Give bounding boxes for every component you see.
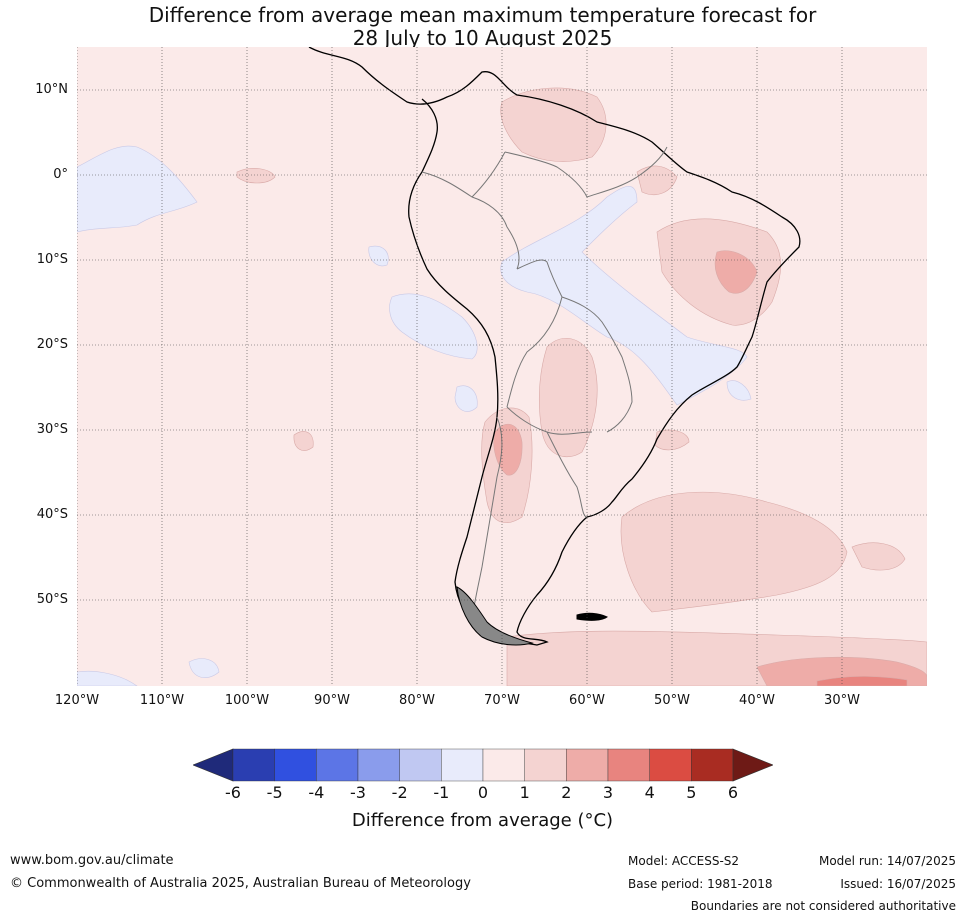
cool-anomaly-southwest-corner xyxy=(77,670,138,686)
longitude-label: 100°W xyxy=(224,693,270,708)
longitude-label: 120°W xyxy=(54,693,100,708)
colorbar-tick-label: 3 xyxy=(602,783,614,802)
warm-anomaly-paraguay xyxy=(538,338,598,458)
colorbar-tick-label: 4 xyxy=(644,783,655,802)
latitude-label: 50°S xyxy=(36,592,68,607)
map-title: Difference from average mean maximum tem… xyxy=(0,4,965,50)
longitude-label: 40°W xyxy=(739,693,775,708)
cool-anomaly-small-1 xyxy=(454,385,478,412)
colorbar-min-extension xyxy=(193,748,234,782)
colorbar-tick-label: -3 xyxy=(350,783,366,802)
cool-anomaly-small-3 xyxy=(188,658,220,679)
title-line-2: 28 July to 10 August 2025 xyxy=(352,26,613,50)
colorbar-label: Difference from average (°C) xyxy=(351,810,614,831)
warm-anomaly-andes-core xyxy=(493,423,523,476)
cool-anomaly-small-4 xyxy=(726,380,752,401)
colorbar-cell xyxy=(482,748,525,782)
longitude-label: 70°W xyxy=(484,693,520,708)
latitude-label: 20°S xyxy=(36,337,68,352)
colorbar-cell xyxy=(524,748,567,782)
longitude-label: 50°W xyxy=(654,693,690,708)
colorbar-tick-label: 2 xyxy=(561,783,572,802)
model-text: Model: ACCESS-S2 xyxy=(628,854,740,868)
colorbar-cell xyxy=(232,748,275,782)
issued-text: Issued: 16/07/2025 xyxy=(840,877,956,891)
colorbar-cell xyxy=(399,748,442,782)
title-line-1: Difference from average mean maximum tem… xyxy=(148,3,817,27)
graticule xyxy=(77,47,927,686)
warm-anomaly-south-atlantic xyxy=(620,491,848,613)
latitude-label: 10°N xyxy=(35,82,68,97)
map-canvas xyxy=(77,47,927,686)
base-period-text: Base period: 1981-2018 xyxy=(628,877,773,891)
colorbar-cell xyxy=(274,748,317,782)
colorbar-tick-label: -4 xyxy=(308,783,325,802)
cool-anomaly-small-2 xyxy=(368,245,389,267)
colorbar-cell xyxy=(607,748,650,782)
warm-anomaly-northeast-brazil-core xyxy=(714,250,758,294)
website-link[interactable]: www.bom.gov.au/climate xyxy=(10,853,174,868)
colorbar-cells xyxy=(193,748,773,782)
longitude-label: 30°W xyxy=(824,693,860,708)
colorbar-tick-label: 0 xyxy=(477,783,489,802)
cool-anomaly-brazil xyxy=(500,186,748,406)
longitude-label: 90°W xyxy=(314,693,350,708)
colorbar-tick-label: -2 xyxy=(391,783,408,802)
cool-anomaly-southeast-pacific xyxy=(389,293,478,360)
colorbar-tick-label: 1 xyxy=(519,783,530,802)
cool-anomaly-pacific xyxy=(77,145,198,233)
latitude-label: 10°S xyxy=(36,252,68,267)
warm-anomaly-southern-ocean-deep xyxy=(816,676,908,686)
boundaries-note: Boundaries are not considered authoritat… xyxy=(690,899,956,913)
warm-anomaly-small-pacific-1 xyxy=(236,168,276,184)
colorbar-cell xyxy=(316,748,359,782)
latitude-label: 30°S xyxy=(36,422,68,437)
falkland-islands xyxy=(576,612,608,621)
colorbar-cell xyxy=(441,748,484,782)
colorbar-cell xyxy=(357,748,400,782)
forecast-map xyxy=(77,47,927,686)
tierra-del-fuego xyxy=(456,586,534,646)
colorbar-cell xyxy=(649,748,692,782)
colorbar-max-extension xyxy=(732,748,773,782)
colorbar-tick-label: 5 xyxy=(686,783,697,802)
latitude-label: 40°S xyxy=(36,507,68,522)
south-america-coastline xyxy=(308,47,801,646)
latitude-label: 0° xyxy=(53,167,68,182)
model-run-text: Model run: 14/07/2025 xyxy=(818,854,956,868)
warm-anomaly-northern-sa xyxy=(500,87,607,162)
longitude-label: 60°W xyxy=(569,693,605,708)
country-borders xyxy=(421,146,668,628)
colorbar-cell xyxy=(691,748,734,782)
colorbar-tick-label: -6 xyxy=(225,783,241,802)
colorbar-tick-label: -5 xyxy=(266,783,283,802)
colorbar-tick-label: -1 xyxy=(433,783,450,802)
warm-anomaly-small-pacific-2 xyxy=(293,431,314,451)
warm-anomaly-northeast-coast xyxy=(636,165,678,196)
copyright-text: © Commonwealth of Australia 2025, Austra… xyxy=(10,876,471,891)
longitude-label: 110°W xyxy=(139,693,185,708)
colorbar-cell xyxy=(566,748,609,782)
colorbar xyxy=(193,748,773,782)
colorbar-tick-label: 6 xyxy=(727,783,739,802)
longitude-label: 80°W xyxy=(399,693,435,708)
warm-anomaly-south-atlantic-east xyxy=(851,542,906,571)
